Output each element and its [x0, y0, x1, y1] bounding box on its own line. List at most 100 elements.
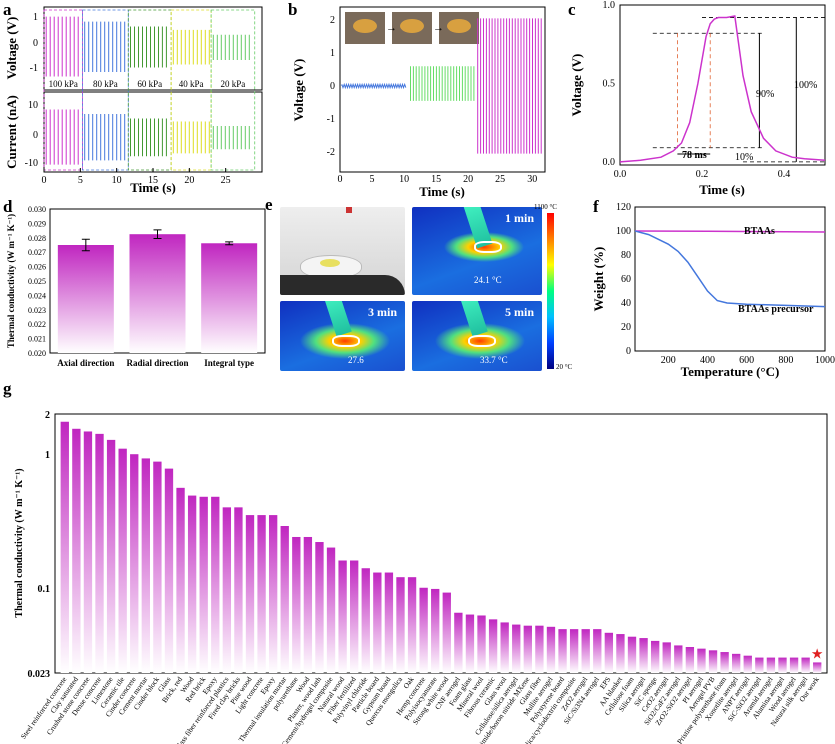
bar: [129, 234, 186, 353]
bar: [581, 629, 590, 673]
error-bar: [153, 229, 162, 240]
bar: [373, 572, 382, 673]
segment-box: [210, 9, 256, 171]
bar: [488, 619, 498, 673]
bars: ★: [60, 421, 824, 673]
annot-100: 100%: [794, 80, 817, 91]
bar: [257, 515, 266, 673]
bar: [141, 458, 150, 673]
xtick: Axial direction: [57, 358, 114, 368]
ytick: 2: [45, 410, 50, 421]
panel-label: a: [3, 0, 12, 19]
temp-label: 24.1 °C: [474, 275, 502, 285]
ytick: 100: [616, 226, 631, 237]
voltage-trace: [130, 26, 167, 68]
ytick: 0.024: [28, 291, 46, 300]
bar: [732, 653, 741, 673]
ytick: 0.020: [28, 349, 46, 358]
panel-a: a 1 0 -1 10 0 -10 Voltage (V) Current (n…: [3, 0, 263, 195]
y-label: Weight (%): [591, 247, 606, 312]
ytick: 10: [28, 100, 38, 111]
thermal-image-1min: 1 min 24.1 °C: [412, 207, 542, 295]
pressure-label: 80 kPa: [93, 79, 118, 89]
voltage-trace: [212, 34, 250, 60]
ytick: 0: [330, 81, 335, 92]
ytick: 80: [621, 250, 631, 261]
y-label: Thermal conductivity (W m⁻¹ K⁻¹): [6, 214, 16, 348]
bar: [674, 645, 683, 673]
bar: [396, 577, 405, 673]
bar: [546, 626, 556, 673]
error-bar: [225, 241, 234, 246]
current-trace: [45, 109, 79, 165]
current-trace: [212, 126, 250, 150]
bar: [176, 487, 185, 673]
ytick: 0: [626, 346, 631, 357]
ytick: 0.5: [603, 78, 616, 89]
x-label: Time (s): [699, 182, 745, 197]
bar: [118, 448, 127, 673]
bar: [222, 507, 232, 673]
bar: [766, 657, 776, 673]
xtick: 1000: [815, 355, 835, 366]
ytick: 40: [621, 298, 631, 309]
ytick: 1: [33, 12, 38, 23]
bar: [280, 526, 289, 673]
ytick: 0.030: [28, 205, 46, 214]
bar: [639, 638, 648, 673]
series-precursor: [634, 230, 826, 308]
y-label: Voltage (V): [291, 59, 306, 122]
xtick: 25: [221, 175, 231, 186]
xtick: 0.2: [696, 169, 709, 180]
ytick: 1: [45, 450, 50, 461]
trace-large: [477, 18, 542, 154]
heat-source: [346, 207, 352, 213]
xtick: 0.4: [778, 169, 791, 180]
ytick: 0.021: [28, 335, 46, 344]
bar: [558, 629, 567, 673]
bars: [57, 229, 258, 353]
ytick: -1: [327, 114, 335, 125]
bar: [72, 428, 81, 673]
thermal-image-3min: 3 min 27.6: [280, 301, 405, 371]
flame-jet: [324, 301, 352, 337]
bar: [813, 662, 822, 673]
ytick: 1: [330, 48, 335, 59]
segment-box: [43, 9, 83, 171]
bar: [187, 495, 197, 673]
panel-label: d: [3, 197, 13, 216]
xtick: 20: [184, 175, 194, 186]
bar: [616, 634, 625, 673]
pressure-label: 20 kPa: [221, 79, 246, 89]
finger-photo-sensor: [400, 19, 424, 33]
scale-max-label: 1100 °C: [534, 203, 557, 211]
bar: [708, 650, 718, 673]
xtick: 800: [778, 355, 793, 366]
ytick: 1.0: [603, 0, 616, 11]
trace-medium: [410, 66, 475, 101]
annot-ms: 78 ms: [682, 150, 707, 161]
axes: [634, 206, 826, 352]
bar: [326, 547, 336, 673]
panel-e: e 1 min 24.1 °C 3 min 27.6 5 min 33.7 °C…: [262, 195, 582, 375]
bar: [465, 614, 475, 673]
voltage-trace: [45, 16, 79, 77]
legend-btaas: BTAAs: [744, 226, 775, 237]
bar: [106, 439, 116, 673]
xtick: 0: [338, 174, 343, 185]
xtick: 30: [527, 174, 537, 185]
bar: [153, 461, 162, 673]
bar: [431, 588, 440, 673]
panel-label: f: [593, 197, 599, 216]
voltage-traces: [43, 9, 256, 171]
bar: [720, 652, 729, 673]
bar: [778, 657, 787, 673]
ytick: -10: [25, 158, 38, 169]
bar: [384, 572, 394, 673]
star-icon: ★: [811, 647, 824, 662]
finger-photo-sensor: [353, 19, 377, 33]
x-label: Time (s): [419, 184, 465, 199]
bar: [201, 243, 258, 353]
bar: [245, 515, 255, 673]
response-line: [619, 15, 826, 163]
